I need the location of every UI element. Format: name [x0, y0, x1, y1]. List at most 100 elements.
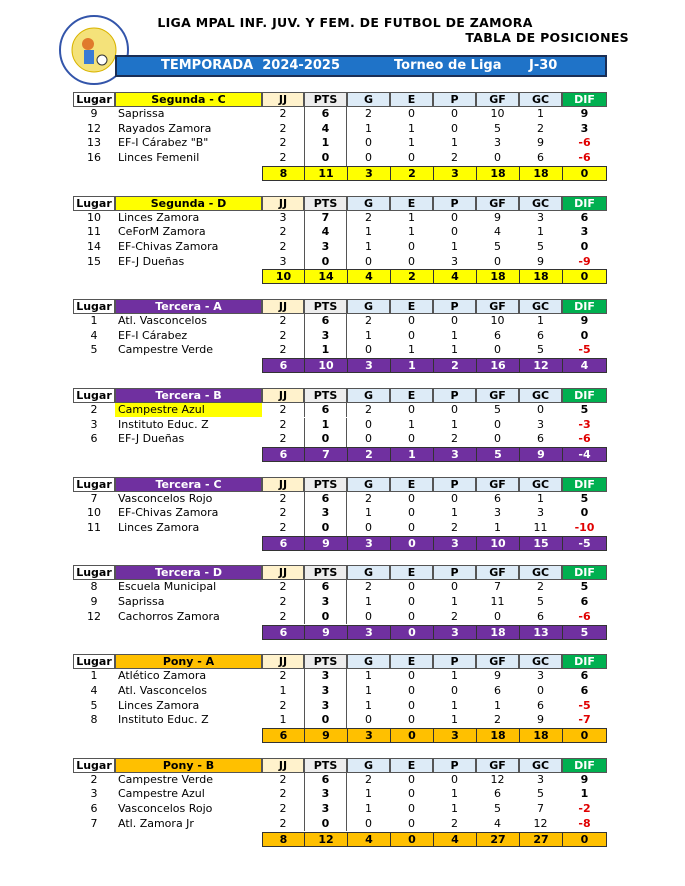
stat: 1 — [451, 343, 458, 357]
table-subtitle: TABLA DE POSICIONES — [465, 30, 629, 45]
stat: 2 — [279, 107, 287, 120]
column-header: E — [390, 387, 433, 403]
stat: 0 — [451, 225, 458, 239]
total: 6 — [262, 358, 304, 374]
stat: 0 — [365, 254, 372, 268]
column-header: G — [347, 195, 390, 211]
stat: 0 — [408, 713, 415, 727]
column-header: P — [433, 565, 476, 581]
stat: 3 — [304, 328, 347, 344]
stat: 0 — [451, 107, 458, 120]
stat: 2 — [537, 580, 544, 594]
column-header: PTS — [304, 299, 347, 314]
stat: 3 — [304, 802, 347, 817]
team-name: Campestre Azul — [118, 787, 205, 801]
stat: 11 — [490, 595, 505, 609]
team-name: Rayados Zamora — [118, 121, 212, 135]
stat: 1 — [451, 713, 458, 727]
stat: 0 — [408, 506, 415, 520]
stat: 3 — [279, 210, 287, 224]
stat: 0 — [580, 328, 589, 342]
stat: 0 — [365, 521, 372, 534]
place: 6 — [90, 432, 98, 446]
column-header: JJ — [262, 476, 304, 492]
team-name: Linces Zamora — [118, 210, 200, 224]
stat: 5 — [537, 787, 544, 801]
stat: 0 — [408, 239, 415, 253]
stat: 0 — [451, 314, 458, 327]
column-header: GF — [476, 757, 519, 773]
column-header: DIF — [562, 654, 607, 670]
total: 2 — [347, 446, 390, 462]
group-name: Tercera - A — [115, 299, 262, 314]
stat: 0 — [304, 254, 347, 270]
stat: 0 — [494, 343, 501, 357]
stat: -7 — [578, 713, 591, 727]
stat: 0 — [304, 521, 347, 536]
stat: 2 — [279, 225, 287, 239]
total: 16 — [476, 358, 519, 374]
team-name: EF-I Cárabez — [118, 328, 188, 342]
stat: 3 — [537, 210, 544, 224]
group-name: Tercera - C — [115, 476, 262, 492]
stat: 2 — [279, 417, 287, 431]
column-header: JJ — [262, 299, 304, 314]
total: 18 — [519, 165, 562, 181]
stat: 1 — [365, 121, 372, 135]
column-header: PTS — [304, 92, 347, 107]
stat: 0 — [494, 432, 501, 446]
total: 15 — [519, 535, 562, 551]
total: 3 — [347, 624, 390, 640]
stat: -3 — [578, 417, 591, 431]
stat: 0 — [408, 580, 415, 594]
stat: 3 — [304, 683, 347, 699]
stat: 5 — [580, 402, 589, 416]
stat: 3 — [279, 254, 287, 268]
stat: 5 — [494, 239, 501, 253]
stat: 2 — [451, 816, 458, 830]
total: 0 — [390, 624, 433, 640]
stat: 2 — [279, 698, 287, 712]
total: 3 — [347, 728, 390, 743]
place: 8 — [90, 713, 98, 727]
column-header: E — [390, 476, 433, 492]
stat: 2 — [451, 151, 458, 165]
stat: 0 — [408, 402, 415, 416]
column-header: P — [433, 195, 476, 211]
stat: 10 — [490, 107, 505, 120]
column-header: G — [347, 565, 390, 581]
place: 3 — [90, 417, 98, 431]
column-header: GF — [476, 565, 519, 581]
stat: -10 — [574, 521, 595, 534]
stat: 2 — [279, 402, 287, 416]
stat: 7 — [494, 580, 501, 594]
total: 2 — [390, 269, 433, 285]
column-header: G — [347, 92, 390, 107]
column-header: DIF — [562, 565, 607, 581]
place: 1 — [90, 314, 98, 327]
stat: 5 — [580, 580, 589, 594]
stat: 1 — [451, 239, 458, 253]
column-header: P — [433, 299, 476, 314]
column-header: Lugar — [73, 654, 115, 670]
column-header: GF — [476, 195, 519, 211]
total: 9 — [304, 624, 347, 640]
stat: 0 — [408, 107, 415, 120]
season-banner: TEMPORADA 2024-2025 Torneo de Liga J-30 — [115, 55, 607, 77]
stat: 9 — [494, 210, 501, 224]
column-header: GC — [519, 565, 562, 581]
total: 3 — [347, 535, 390, 551]
stat: -5 — [578, 698, 591, 712]
season-label: TEMPORADA 2024-2025 — [161, 58, 340, 73]
column-header: E — [390, 92, 433, 107]
stat: 0 — [408, 521, 415, 534]
place: 4 — [90, 328, 98, 342]
stat: 6 — [580, 595, 589, 609]
stat: 9 — [537, 713, 544, 727]
total: 1 — [390, 358, 433, 374]
group-name: Tercera - B — [115, 387, 262, 403]
stat: 1 — [537, 314, 544, 327]
stat: 1 — [408, 343, 415, 357]
stat: 5 — [537, 343, 544, 357]
